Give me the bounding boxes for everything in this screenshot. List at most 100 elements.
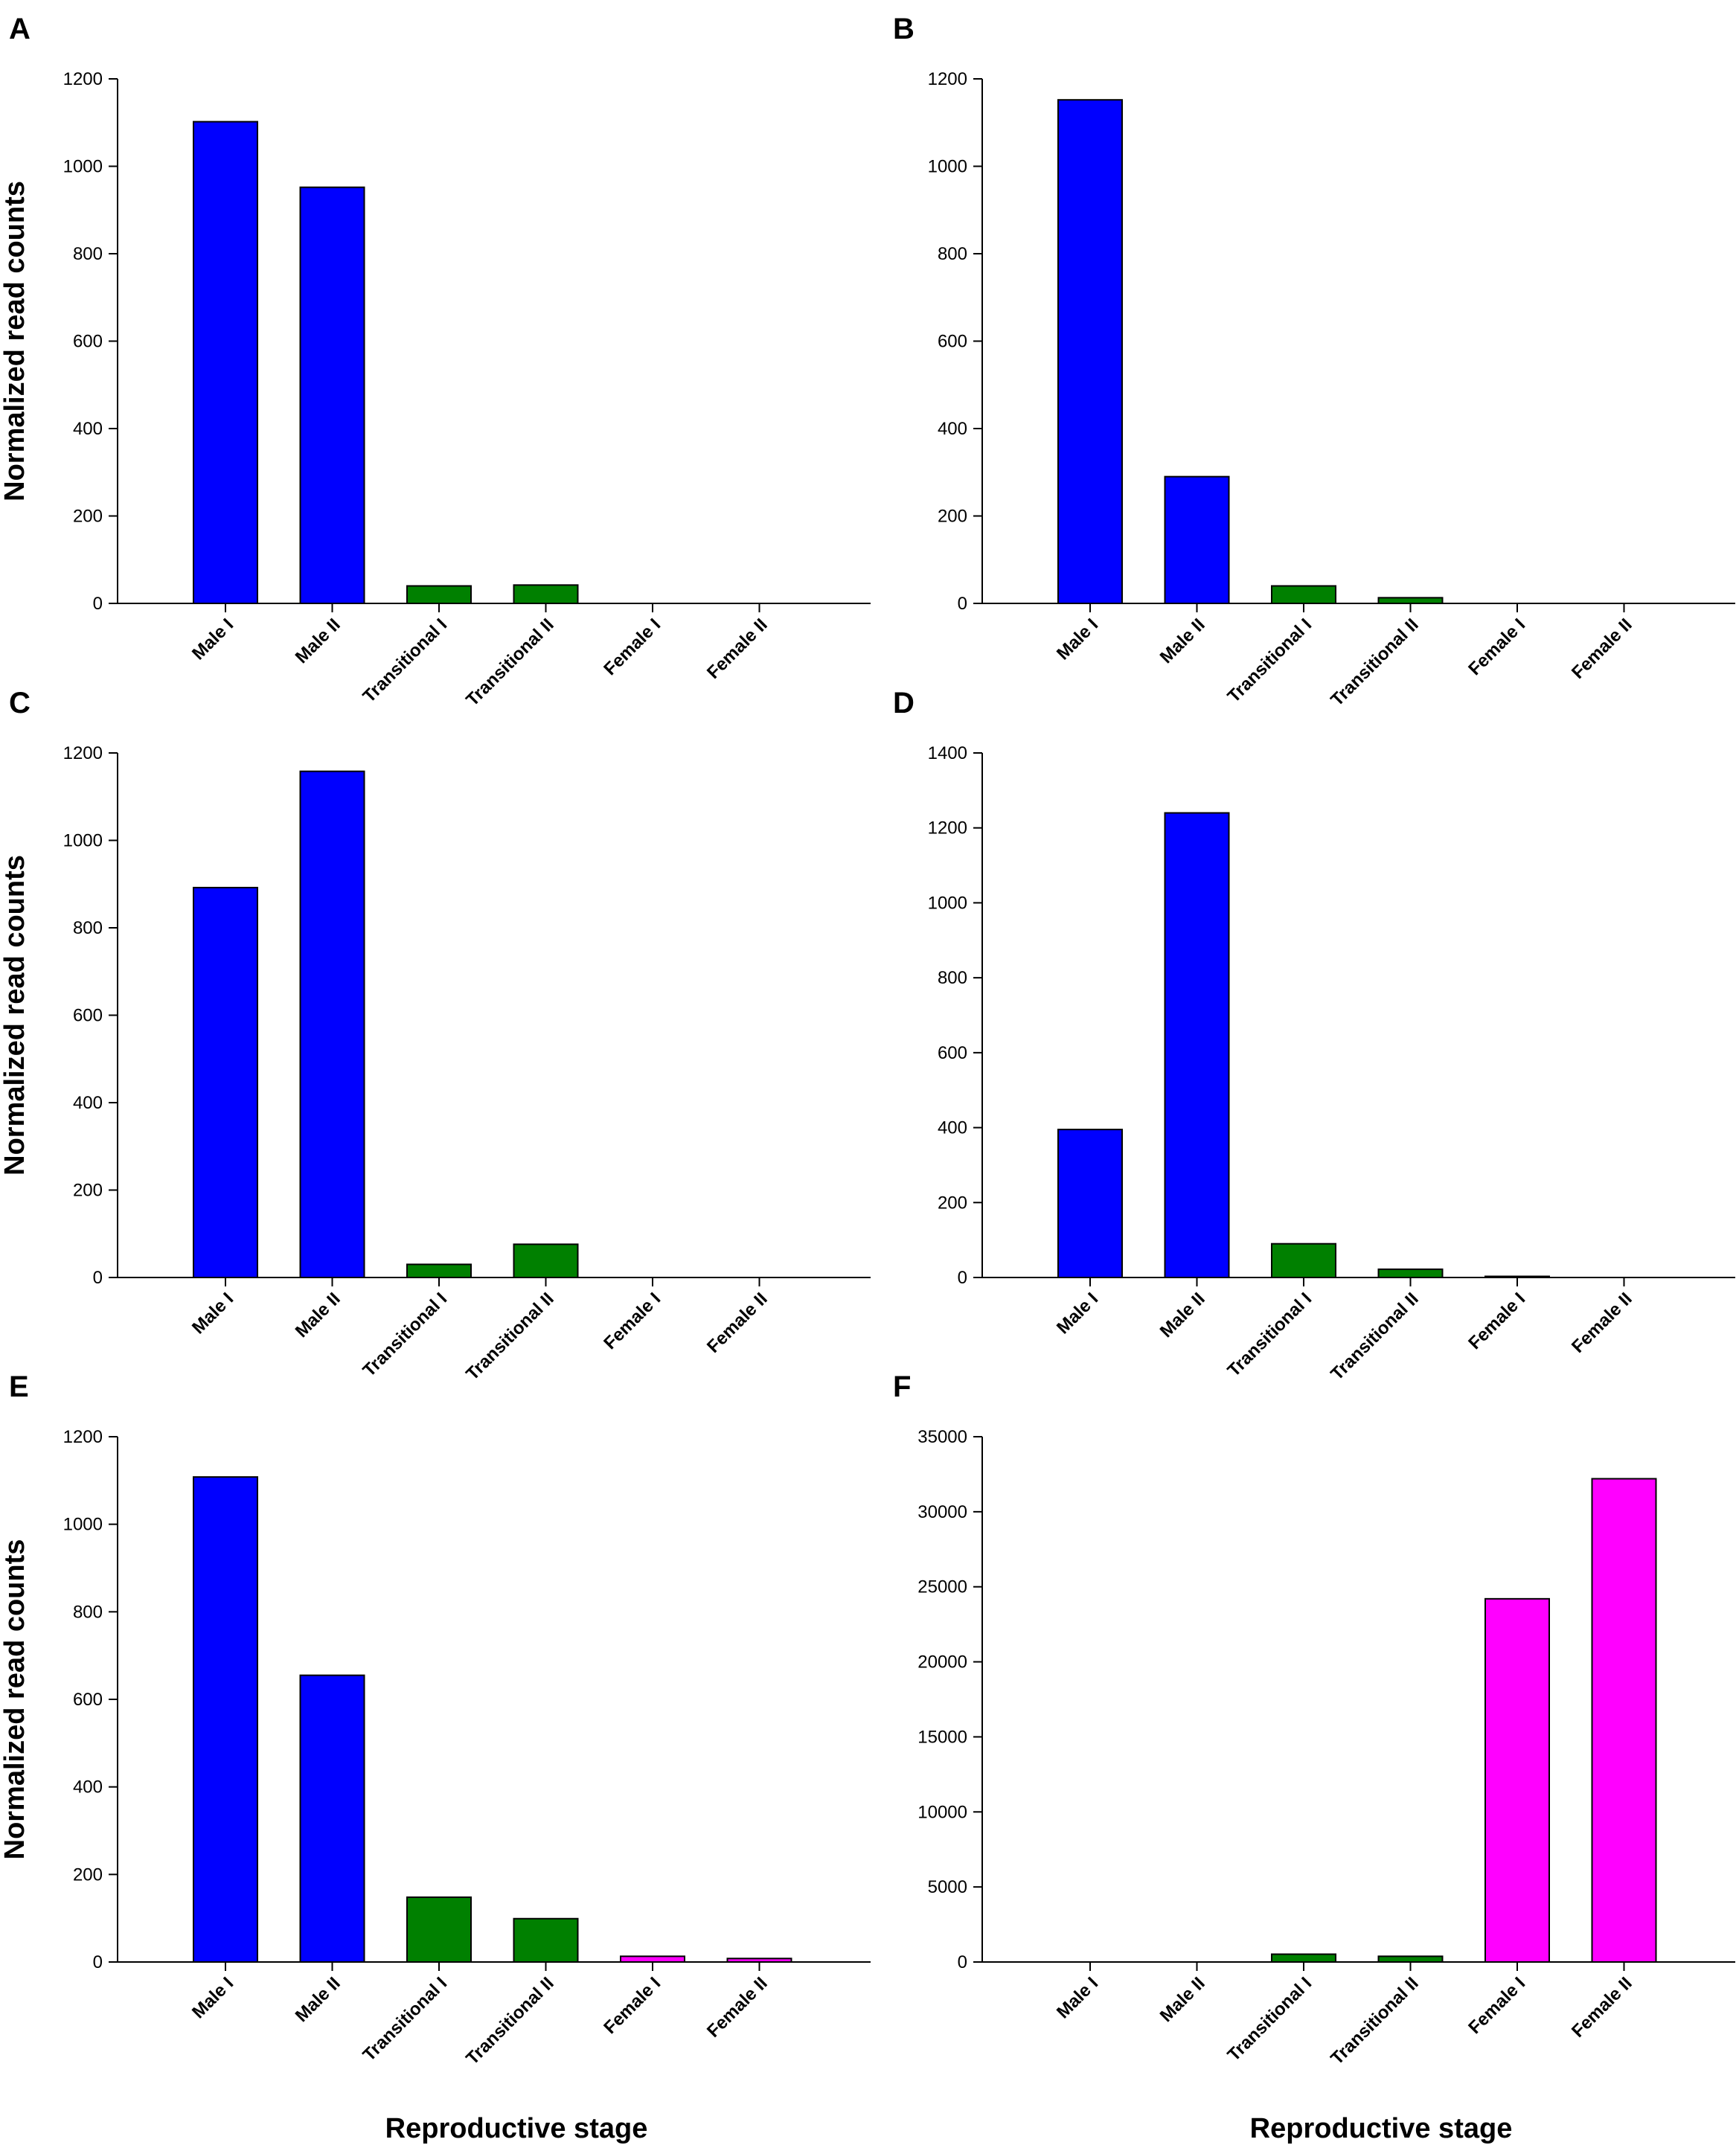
category-label: Female I [1464, 1973, 1529, 2038]
category-label: Male I [188, 1973, 237, 2022]
y-tick-label: 0 [93, 594, 103, 614]
y-tick-label: 200 [73, 507, 103, 527]
y-tick-label: 1000 [63, 1515, 103, 1535]
y-tick-label: 800 [73, 244, 103, 264]
category-label: Transitional II [1327, 1973, 1422, 2068]
y-tick-label: 1000 [63, 157, 103, 177]
bar-male-ii [299, 1674, 365, 1963]
chart-panel-d: D 0 200 400 600 800 1000 1200 1400 Male I Male II T… [893, 687, 1735, 1385]
category-label: Transitional I [1223, 615, 1316, 707]
bar-transitional-ii [1377, 1955, 1444, 1963]
bar-male-i [1057, 1129, 1123, 1278]
y-tick-label: 1200 [63, 743, 103, 763]
category-label: Female II [703, 1289, 772, 1357]
y-axis-label: Normalized read counts [0, 855, 31, 1176]
y-tick-label: 1200 [928, 818, 967, 839]
bar-transitional-i [406, 1896, 472, 1963]
chart-panel-f: F 0 5000 10000 15000 20000 25000 30000 35000 Male… [893, 1370, 1735, 2144]
y-tick-label: 200 [73, 1865, 103, 1885]
category-label: Transitional I [359, 1289, 451, 1381]
y-tick-label: 800 [938, 968, 967, 988]
category-label: Male II [292, 615, 345, 667]
y-tick-label: 600 [73, 1690, 103, 1710]
bar-male-ii [1164, 475, 1230, 604]
bar-transitional-ii [513, 1243, 579, 1278]
y-tick-label: 1200 [928, 69, 967, 89]
panel-label: D [893, 687, 915, 719]
y-axis-label: Normalized read counts [0, 1539, 31, 1860]
category-label: Male I [188, 615, 237, 664]
category-label: Female I [1464, 1289, 1529, 1353]
y-tick-label: 1000 [63, 831, 103, 851]
category-label: Transitional II [1327, 615, 1422, 710]
panel-label: F [893, 1370, 911, 1403]
category-label: Female I [600, 1289, 664, 1353]
x-axis-label: Reproductive stage [1250, 2113, 1513, 2144]
y-tick-label: 600 [938, 1043, 967, 1063]
panel-label: B [893, 13, 915, 45]
category-label: Female II [1568, 615, 1636, 683]
y-tick-label: 1000 [928, 157, 967, 177]
panel-label: C [9, 687, 31, 719]
bar-transitional-i [1271, 1243, 1336, 1279]
bar-female-i [1484, 1597, 1550, 1963]
y-tick-label: 600 [73, 332, 103, 352]
y-tick-label: 200 [938, 1193, 967, 1213]
category-label: Transitional I [1223, 1973, 1316, 2065]
category-label: Female II [703, 1973, 772, 2042]
category-label: Female II [1568, 1973, 1636, 2042]
panel-label: E [9, 1370, 29, 1403]
chart-panel-b: B 0 200 400 600 800 1000 1200 Male I Male II Trans… [893, 13, 1735, 711]
category-label: Female I [600, 615, 664, 679]
bar-male-i [193, 886, 258, 1278]
category-label: Male II [1156, 1973, 1209, 2026]
category-label: Transitional II [462, 1289, 557, 1384]
category-label: Male II [292, 1973, 345, 2026]
bar-transitional-i [1271, 585, 1336, 604]
category-label: Transitional I [1223, 1289, 1316, 1381]
category-label: Male II [1156, 615, 1209, 667]
y-tick-label: 1000 [928, 893, 967, 913]
category-label: Transitional II [462, 1973, 557, 2068]
chart-panel-c: C 0 200 400 600 800 1000 1200 Male I Male II Trans… [0, 687, 871, 1385]
y-tick-label: 800 [938, 244, 967, 264]
chart-panel-a: A 0 200 400 600 800 1000 1200 Male I Male II Trans… [0, 13, 871, 711]
bar-transitional-i [406, 1263, 472, 1278]
y-tick-label: 200 [73, 1181, 103, 1201]
category-label: Female I [1464, 615, 1529, 679]
y-tick-label: 1200 [63, 1427, 103, 1447]
bar-male-i [1057, 99, 1123, 604]
panel-label: A [9, 13, 31, 45]
y-tick-label: 20000 [917, 1652, 967, 1673]
y-axis-label: Normalized read counts [0, 181, 31, 501]
category-label: Transitional II [1327, 1289, 1422, 1384]
y-tick-label: 600 [73, 1006, 103, 1026]
y-tick-label: 35000 [917, 1427, 967, 1447]
bar-male-ii [1164, 812, 1230, 1278]
bar-transitional-ii [1377, 597, 1444, 604]
bar-female-i [620, 1955, 685, 1963]
y-tick-label: 10000 [917, 1802, 967, 1822]
category-label: Male I [1053, 615, 1102, 664]
y-tick-label: 0 [93, 1952, 103, 1972]
category-label: Male I [1053, 1289, 1102, 1338]
chart-panel-e: E 0 200 400 600 800 1000 1200 Male I Male II Trans… [0, 1370, 871, 2144]
category-label: Male II [1156, 1289, 1209, 1341]
y-tick-label: 0 [958, 1952, 967, 1972]
y-tick-label: 0 [93, 1268, 103, 1288]
bar-male-i [193, 1476, 258, 1963]
bar-transitional-i [406, 585, 472, 604]
category-label: Transitional I [359, 1973, 451, 2065]
bar-male-ii [299, 186, 365, 604]
y-tick-label: 800 [73, 1602, 103, 1622]
y-tick-label: 600 [938, 332, 967, 352]
category-label: Female II [703, 615, 772, 683]
category-label: Male II [292, 1289, 345, 1341]
category-label: Female II [1568, 1289, 1636, 1357]
y-tick-label: 30000 [917, 1502, 967, 1522]
y-tick-label: 400 [73, 1093, 103, 1113]
y-tick-label: 5000 [928, 1877, 967, 1897]
bar-transitional-i [1271, 1953, 1336, 1963]
y-tick-label: 25000 [917, 1577, 967, 1597]
